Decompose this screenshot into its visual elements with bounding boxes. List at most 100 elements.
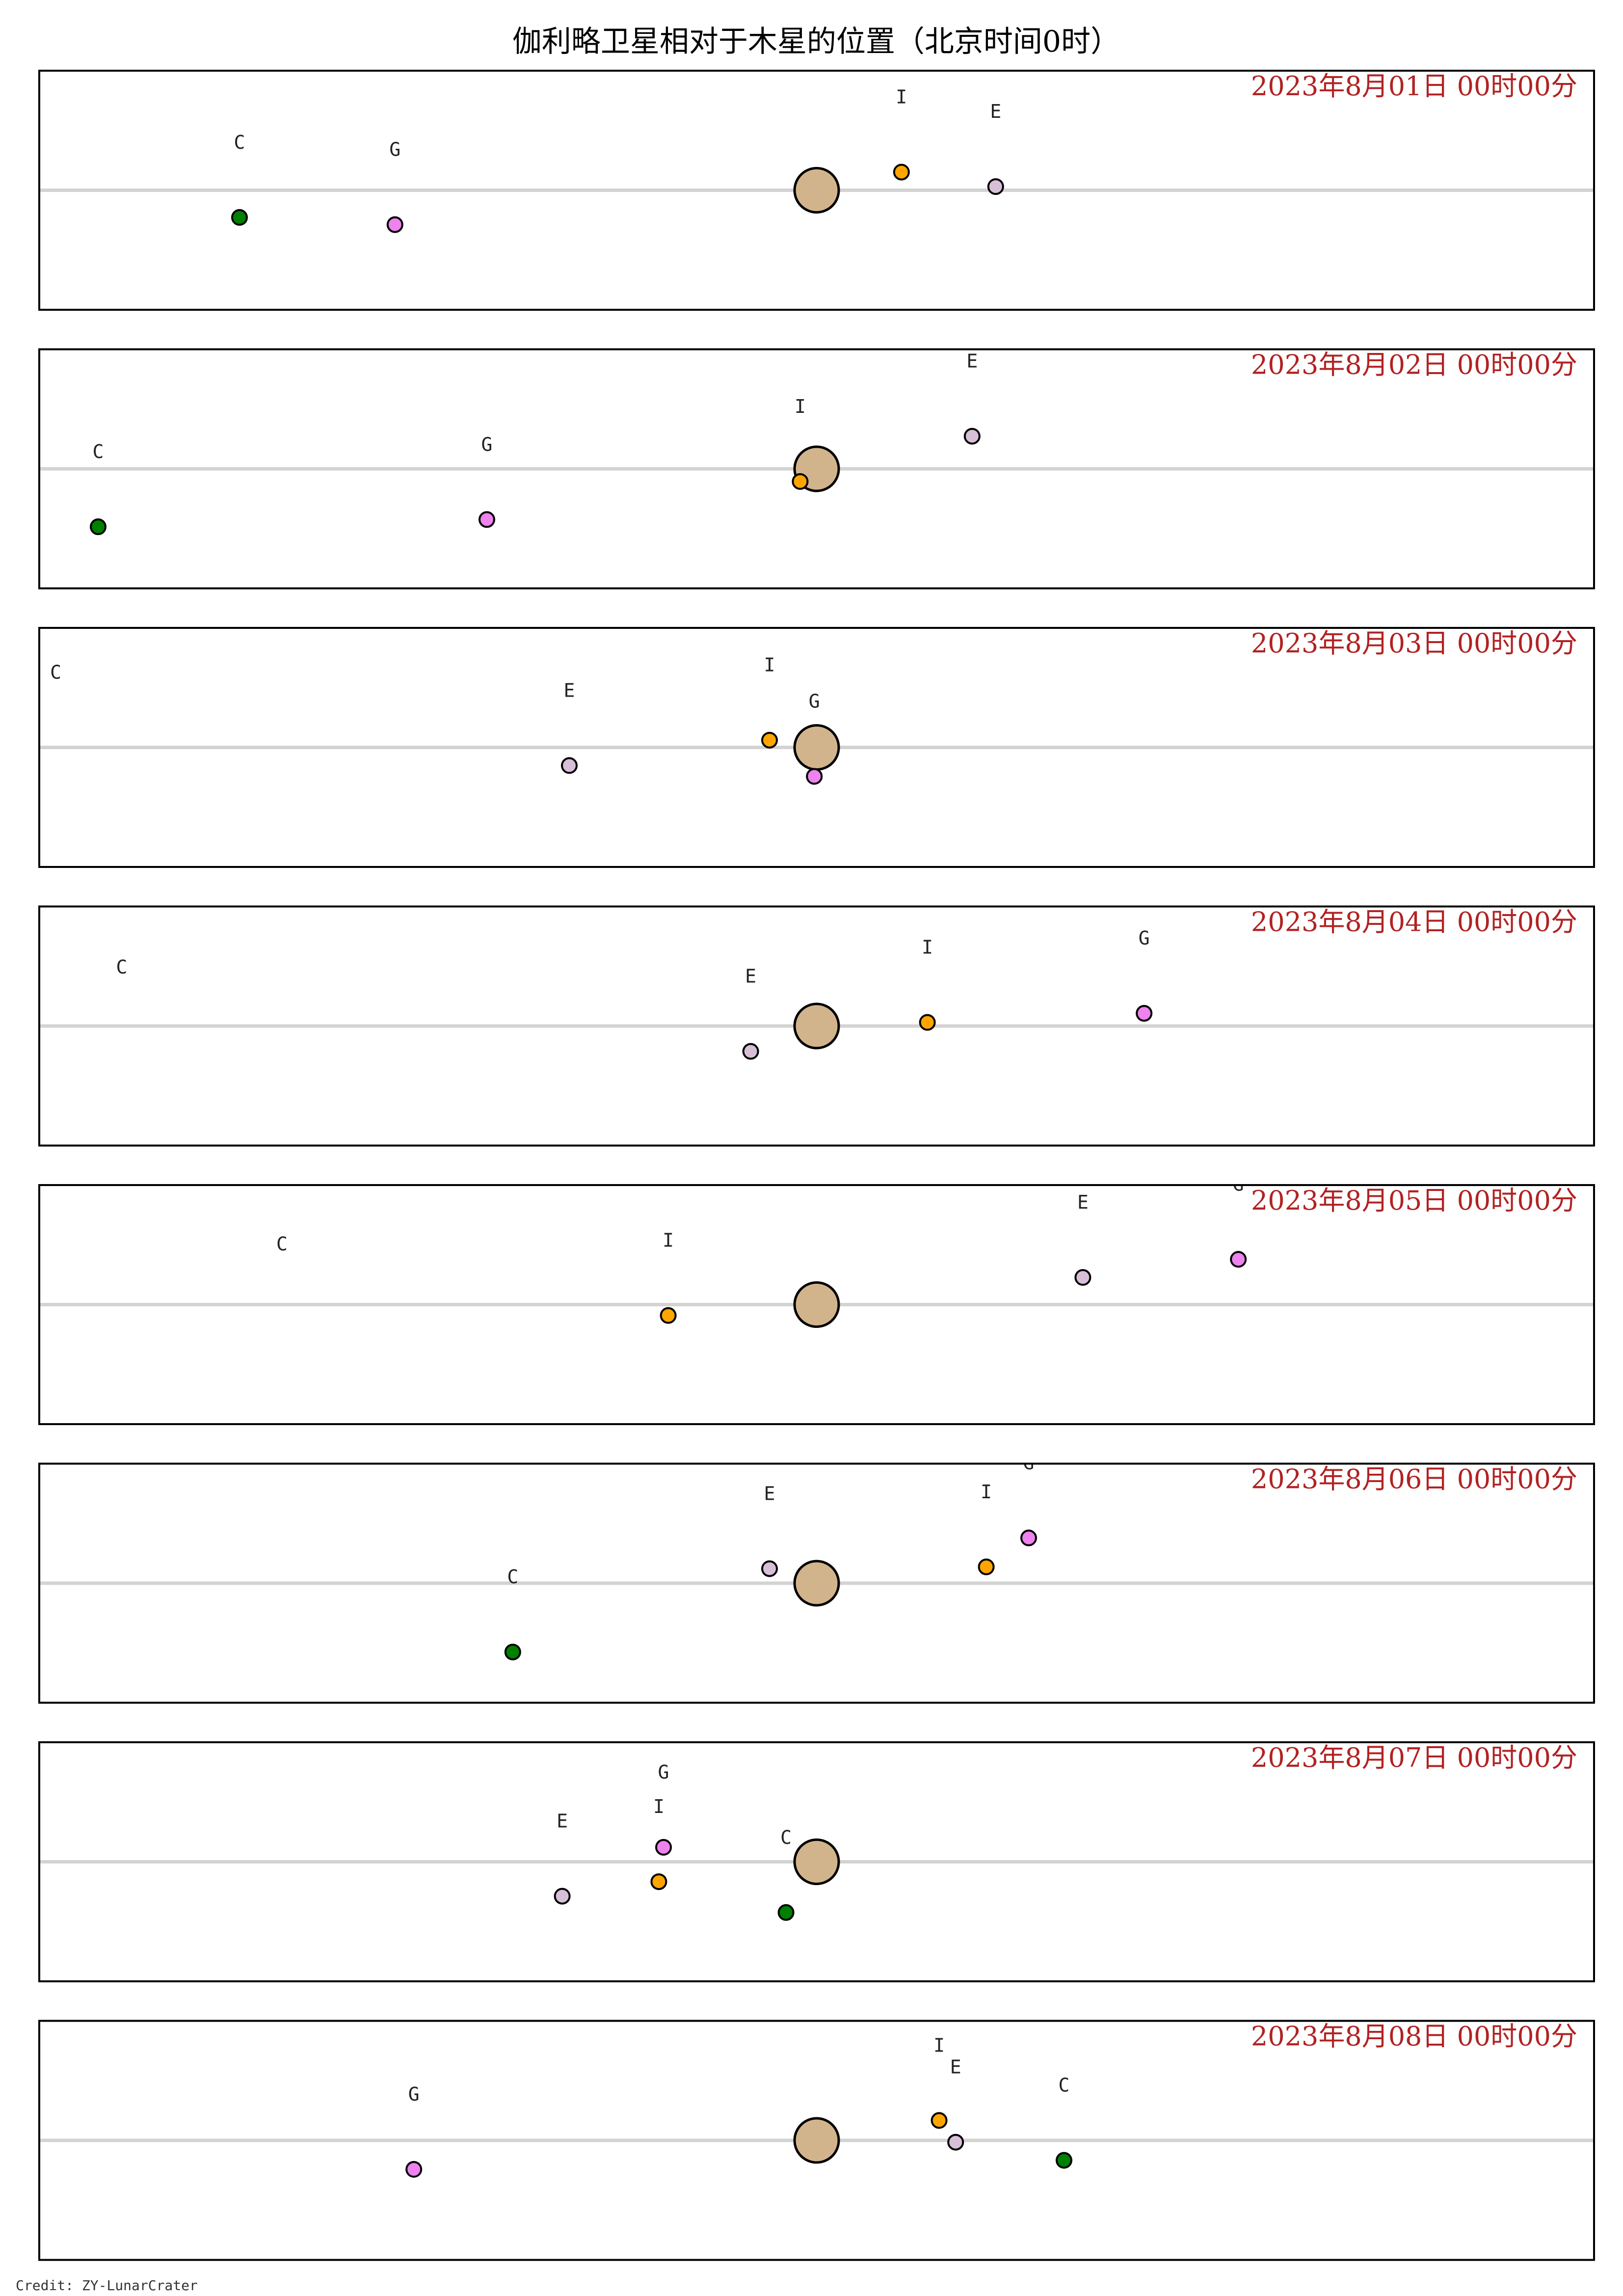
- panel-date-label: 2023年8月06日 00时00分: [1251, 1464, 1577, 1495]
- moon-label-C: C: [93, 441, 104, 462]
- jupiter-marker: [793, 167, 840, 214]
- panel-frame: [38, 627, 1595, 868]
- panel-4: I E G C 2023年8月04日 00时00分: [38, 905, 1595, 1147]
- moon-label-C: C: [276, 1233, 288, 1255]
- moon-label-I: I: [933, 2034, 945, 2056]
- panel-frame: [38, 2020, 1595, 2261]
- moon-marker-G: [1230, 1251, 1247, 1268]
- moon-marker-E: [1074, 1269, 1091, 1286]
- panel-frame: [38, 1184, 1595, 1425]
- moon-label-E: E: [990, 101, 1001, 122]
- panel-frame: [38, 70, 1595, 311]
- moon-label-I: I: [764, 654, 775, 676]
- panel-plot-area: I E G C: [39, 654, 1594, 785]
- moon-marker-I: [893, 163, 910, 181]
- chart-title: 伽利略卫星相对于木星的位置（北京时间0时）: [512, 25, 1120, 59]
- moon-marker-G: [655, 1838, 672, 1856]
- panel-date-label: 2023年8月04日 00时00分: [1251, 907, 1577, 938]
- moon-marker-E: [987, 178, 1004, 195]
- moon-label-G: G: [1023, 1452, 1035, 1474]
- moon-label-G: G: [1233, 1173, 1244, 1195]
- jupiter-marker: [793, 1002, 840, 1050]
- panel-7: I E G C 2023年8月07日 00时00分: [38, 1741, 1595, 1982]
- moon-label-E: E: [745, 966, 756, 987]
- moon-marker-C: [90, 518, 106, 536]
- moon-label-G: G: [408, 2083, 420, 2105]
- jupiter-marker: [793, 724, 840, 771]
- panel-frame: [38, 348, 1595, 590]
- panel-plot-area: I E G C: [39, 86, 1594, 233]
- moon-label-E: E: [950, 2056, 961, 2078]
- moon-marker-I: [761, 731, 778, 749]
- jupiter-marker: [793, 1560, 840, 1607]
- moon-label-C: C: [116, 956, 128, 978]
- panel-3: I E G C 2023年8月03日 00时00分: [38, 627, 1595, 868]
- moon-marker-E: [554, 1888, 571, 1905]
- panel-date-label: 2023年8月08日 00时00分: [1251, 2021, 1577, 2052]
- moon-label-G: G: [481, 433, 493, 455]
- moon-marker-C: [777, 1904, 795, 1921]
- jupiter-marker: [793, 1281, 840, 1328]
- moon-marker-G: [1136, 1005, 1153, 1022]
- moon-label-E: E: [966, 351, 978, 372]
- moon-label-I: I: [653, 1796, 665, 1817]
- panel-plot-area: I E G C: [39, 351, 1594, 536]
- panel-frame: [38, 1462, 1595, 1704]
- moon-label-C: C: [1059, 2075, 1070, 2096]
- moon-marker-G: [405, 2161, 423, 2178]
- moon-marker-I: [978, 1558, 995, 1575]
- panel-1: I E G C 2023年8月01日 00时00分: [38, 70, 1595, 311]
- panel-plot-area: I E G C: [39, 1173, 1594, 1328]
- moon-marker-E: [761, 1560, 778, 1577]
- moon-marker-I: [931, 2112, 948, 2129]
- credit-text: Credit: ZY-LunarCrater: [16, 2277, 198, 2294]
- moon-marker-E: [561, 757, 578, 774]
- moon-marker-G: [1020, 1529, 1037, 1546]
- moon-label-G: G: [1139, 927, 1150, 949]
- panel-date-label: 2023年8月03日 00时00分: [1251, 628, 1577, 659]
- moon-label-E: E: [564, 679, 575, 701]
- moon-marker-E: [947, 2134, 964, 2151]
- panel-2: I E G C 2023年8月02日 00时00分: [38, 348, 1595, 590]
- panel-date-label: 2023年8月01日 00时00分: [1251, 71, 1577, 102]
- moon-marker-I: [919, 1014, 936, 1031]
- panel-8: IE G C 2023年8月08日 00时00分: [38, 2020, 1595, 2261]
- moon-marker-G: [479, 511, 495, 528]
- moon-marker-G: [386, 216, 403, 233]
- moon-marker-C: [504, 1644, 521, 1661]
- panel-6: I E G C 2023年8月06日 00时00分: [38, 1452, 1595, 1704]
- panel-plot-area: I E G C: [39, 927, 1594, 1060]
- moon-label-C: C: [234, 132, 245, 153]
- moon-label-I: I: [922, 937, 933, 958]
- moon-label-E: E: [1077, 1191, 1089, 1213]
- panel-frame: [38, 905, 1595, 1147]
- moon-marker-G: [806, 768, 823, 785]
- panel-plot-area: I E G C: [39, 1452, 1594, 1661]
- moon-marker-E: [963, 428, 981, 445]
- panel-plot-area: IE G C: [39, 2034, 1594, 2178]
- moon-marker-I: [650, 1873, 667, 1891]
- moon-label-I: I: [896, 86, 907, 108]
- moon-label-C: C: [507, 1566, 518, 1588]
- moon-label-I: I: [663, 1230, 674, 1251]
- moon-marker-C: [231, 209, 248, 226]
- moon-marker-C: [1056, 2152, 1072, 2169]
- moon-label-I: I: [981, 1481, 992, 1503]
- moon-label-G: G: [809, 691, 820, 712]
- panel-frame: [38, 1741, 1595, 1982]
- panel-date-label: 2023年8月02日 00时00分: [1251, 350, 1577, 380]
- moon-marker-E: [742, 1043, 759, 1060]
- moon-label-C: C: [780, 1827, 792, 1848]
- moon-label-I: I: [795, 396, 806, 417]
- moon-label-C: C: [50, 662, 61, 683]
- moon-marker-I: [660, 1307, 677, 1324]
- jupiter-marker: [793, 1838, 840, 1885]
- moon-label-G: G: [658, 1761, 669, 1783]
- moon-marker-I: [792, 473, 809, 490]
- moon-label-E: E: [764, 1483, 775, 1504]
- panel-date-label: 2023年8月07日 00时00分: [1251, 1742, 1577, 1773]
- moon-label-G: G: [389, 139, 400, 161]
